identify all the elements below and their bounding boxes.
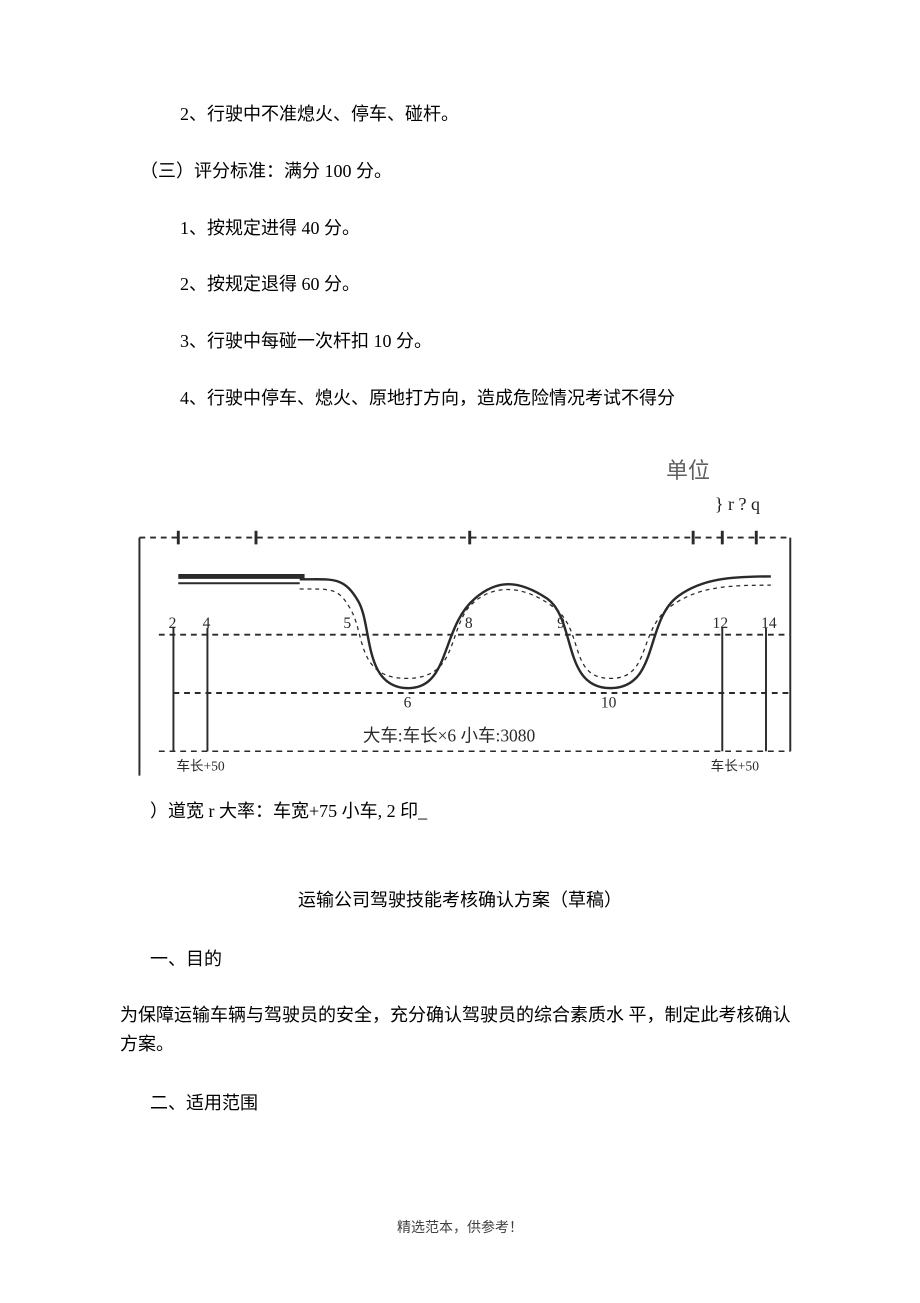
diagram-point-8: 8 xyxy=(465,615,473,632)
scoring-item-3: 3、行驶中每碰一次杆扣 10 分。 xyxy=(120,327,800,356)
diagram-right-label: 车长+50 xyxy=(711,757,760,773)
diagram-caption: ）道宽 r 大率：车宽+75 小车, 2 印_ xyxy=(120,797,800,826)
unit-label: 单位 xyxy=(120,453,800,488)
diagram-left-label: 车长+50 xyxy=(176,757,225,773)
doc2-heading-1: 一、目的 xyxy=(120,945,800,974)
scoring-item-1: 1、按规定进得 40 分。 xyxy=(120,214,800,243)
doc2-heading-2: 二、适用范围 xyxy=(120,1089,800,1118)
diagram-point-9: 9 xyxy=(557,615,565,632)
scoring-item-2: 2、按规定退得 60 分。 xyxy=(120,270,800,299)
section-3-header: （三）评分标准：满分 100 分。 xyxy=(120,157,800,186)
scoring-item-4: 4、行驶中停车、熄火、原地打方向，造成危险情况考试不得分 xyxy=(120,384,800,413)
diagram-point-6: 6 xyxy=(404,694,412,711)
diagram-svg: 2 4 5 8 9 12 14 6 10 车长+50 车长+50 大车:车长×6… xyxy=(120,523,800,785)
diagram-point-12: 12 xyxy=(713,615,729,632)
diagram-point-10: 10 xyxy=(601,694,617,711)
course-diagram: 2 4 5 8 9 12 14 6 10 车长+50 车长+50 大车:车长×6… xyxy=(120,523,800,785)
rq-label: } r ? q xyxy=(120,490,800,519)
page-footer: 精选范本，供参考！ xyxy=(120,1218,800,1240)
rule-item-2: 2、行驶中不准熄火、停车、碰杆。 xyxy=(120,100,800,129)
diagram-point-14: 14 xyxy=(761,615,777,632)
doc2-para-1: 为保障运输车辆与驾驶员的安全，充分确认驾驶员的综合素质水 平，制定此考核确认方案… xyxy=(120,1001,800,1059)
diagram-point-5: 5 xyxy=(343,615,351,632)
diagram-point-2: 2 xyxy=(169,615,177,632)
diagram-point-4: 4 xyxy=(203,615,211,632)
diagram-bottom-label: 大车:车长×6 小车:3080 xyxy=(363,725,536,745)
doc2-title: 运输公司驾驶技能考核确认方案（草稿） xyxy=(120,886,800,915)
